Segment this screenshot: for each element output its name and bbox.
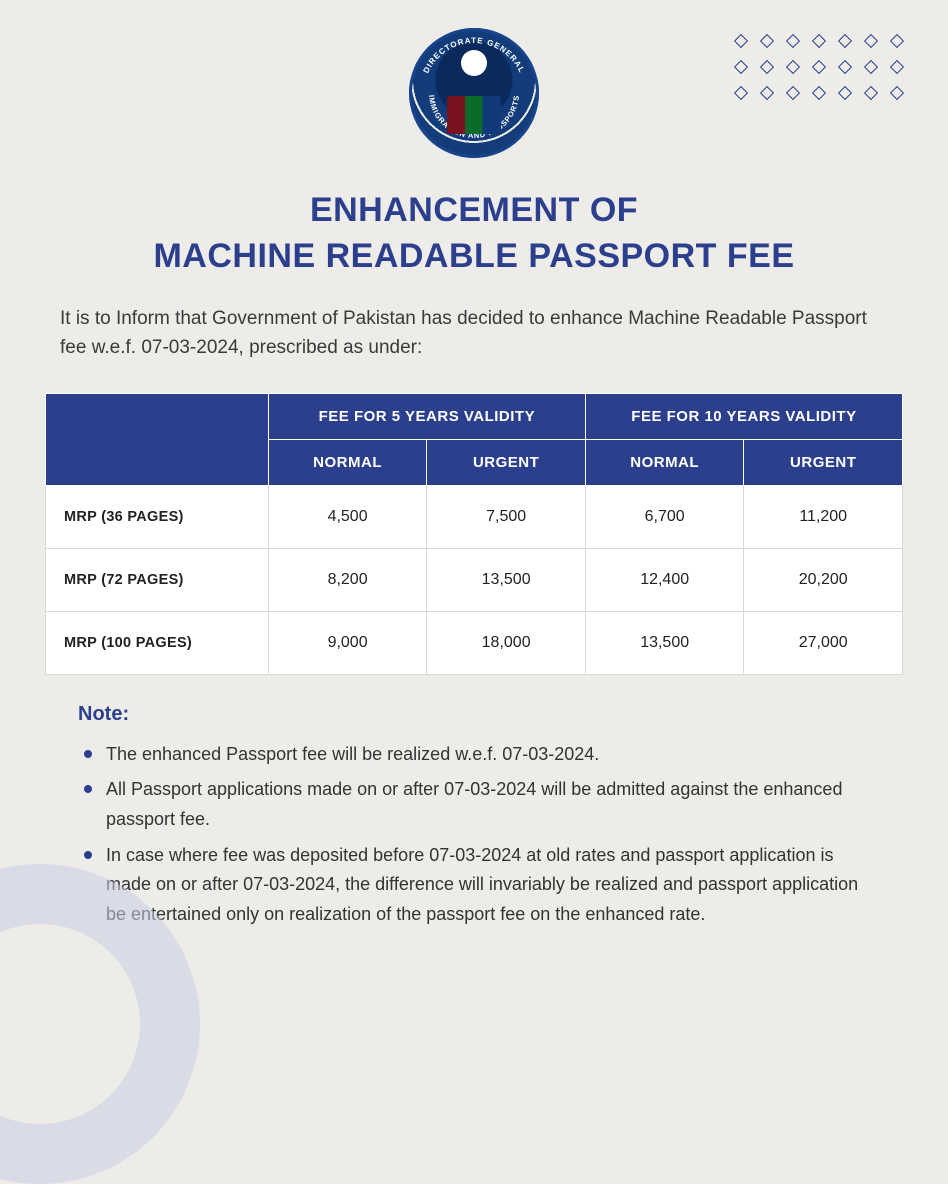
decor-diamond [838, 86, 852, 100]
fee-sub-normal-10: NORMAL [585, 439, 744, 485]
logo-ring-svg: DIRECTORATE GENERAL IMMIGRATION AND PASS… [409, 28, 539, 158]
fee-cell: 18,000 [427, 611, 586, 674]
fee-group-5yr: FEE FOR 5 YEARS VALIDITY [268, 393, 585, 439]
title-line-2: MACHINE READABLE PASSPORT FEE [153, 237, 794, 275]
decor-diamond [786, 34, 800, 48]
fee-cell: 4,500 [268, 485, 427, 548]
svg-text:DIRECTORATE GENERAL: DIRECTORATE GENERAL [421, 36, 526, 75]
decor-diamond [864, 34, 878, 48]
decor-diamond [786, 86, 800, 100]
note-item: The enhanced Passport fee will be realiz… [84, 740, 878, 770]
fee-cell: 7,500 [427, 485, 586, 548]
note-heading: Note: [78, 703, 878, 726]
row-label: MRP (72 PAGES) [46, 548, 269, 611]
decor-diamond [734, 34, 748, 48]
fee-group-10yr: FEE FOR 10 YEARS VALIDITY [585, 393, 902, 439]
fee-sub-urgent-5: URGENT [427, 439, 586, 485]
note-section: Note: The enhanced Passport fee will be … [0, 675, 948, 930]
note-item: In case where fee was deposited before 0… [84, 841, 878, 930]
decor-diamond-grid [730, 30, 908, 104]
decor-diamond [838, 60, 852, 74]
decor-diamond [786, 60, 800, 74]
row-label: MRP (100 PAGES) [46, 611, 269, 674]
decor-diamond [760, 86, 774, 100]
fee-cell: 13,500 [427, 548, 586, 611]
fee-cell: 11,200 [744, 485, 903, 548]
page-title: ENHANCEMENT OF MACHINE READABLE PASSPORT… [0, 188, 948, 280]
decor-diamond [890, 86, 904, 100]
fee-cell: 13,500 [585, 611, 744, 674]
logo-text-top: DIRECTORATE GENERAL [421, 36, 526, 75]
table-row: MRP (100 PAGES)9,00018,00013,50027,000 [46, 611, 903, 674]
decor-diamond [734, 86, 748, 100]
fee-cell: 20,200 [744, 548, 903, 611]
fee-cell: 6,700 [585, 485, 744, 548]
fee-cell: 12,400 [585, 548, 744, 611]
decor-diamond [864, 86, 878, 100]
intro-paragraph: It is to Inform that Government of Pakis… [0, 280, 948, 363]
fee-cell: 9,000 [268, 611, 427, 674]
decor-diamond [890, 34, 904, 48]
decor-diamond [838, 34, 852, 48]
org-logo: DIRECTORATE GENERAL IMMIGRATION AND PASS… [409, 28, 539, 158]
logo-text-bottom: IMMIGRATION AND PASSPORTS [427, 94, 521, 140]
fee-table-body: MRP (36 PAGES)4,5007,5006,70011,200MRP (… [46, 485, 903, 674]
decor-diamond [864, 60, 878, 74]
note-list: The enhanced Passport fee will be realiz… [78, 740, 878, 930]
decor-diamond [812, 86, 826, 100]
svg-text:IMMIGRATION AND PASSPORTS: IMMIGRATION AND PASSPORTS [427, 94, 521, 140]
fee-sub-urgent-10: URGENT [744, 439, 903, 485]
decor-diamond [760, 34, 774, 48]
title-line-1: ENHANCEMENT OF [310, 191, 638, 229]
table-row: MRP (36 PAGES)4,5007,5006,70011,200 [46, 485, 903, 548]
fee-sub-normal-5: NORMAL [268, 439, 427, 485]
row-label: MRP (36 PAGES) [46, 485, 269, 548]
decor-diamond [760, 60, 774, 74]
decor-diamond [734, 60, 748, 74]
note-item: All Passport applications made on or aft… [84, 775, 878, 834]
decor-diamond [812, 34, 826, 48]
fee-table: FEE FOR 5 YEARS VALIDITY FEE FOR 10 YEAR… [45, 393, 903, 675]
table-row: MRP (72 PAGES)8,20013,50012,40020,200 [46, 548, 903, 611]
fee-cell: 8,200 [268, 548, 427, 611]
fee-table-corner [46, 393, 269, 485]
decor-diamond [812, 60, 826, 74]
fee-cell: 27,000 [744, 611, 903, 674]
decor-diamond [890, 60, 904, 74]
